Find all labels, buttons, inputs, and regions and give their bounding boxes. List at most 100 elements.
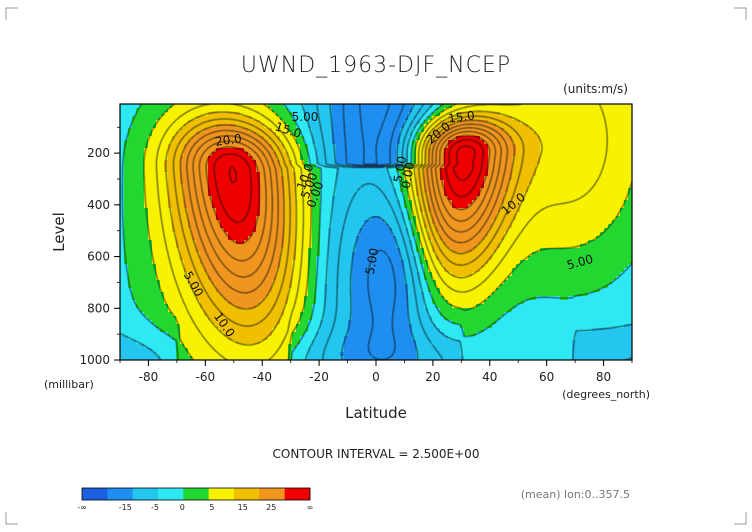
field-cell: [160, 192, 165, 197]
field-cell: [468, 124, 473, 129]
field-cell: [616, 116, 621, 121]
field-cell: [512, 140, 517, 145]
field-cell: [544, 236, 549, 241]
field-cell: [468, 216, 473, 221]
field-cell: [296, 188, 301, 193]
field-cell: [144, 196, 149, 201]
field-cell: [212, 212, 217, 217]
field-cell: [404, 156, 409, 161]
field-cell: [360, 180, 365, 185]
field-cell: [264, 240, 269, 245]
field-cell: [360, 152, 365, 157]
field-cell: [560, 200, 565, 205]
field-cell: [360, 232, 365, 237]
field-cell: [612, 188, 617, 193]
field-cell: [608, 160, 613, 165]
field-cell: [148, 216, 153, 221]
field-cell: [436, 228, 441, 233]
field-cell: [432, 180, 437, 185]
field-cell: [168, 252, 173, 257]
field-cell: [396, 204, 401, 209]
field-cell: [228, 156, 233, 161]
field-cell: [180, 140, 185, 145]
field-cell: [152, 188, 157, 193]
field-cell: [352, 220, 357, 225]
field-cell: [612, 128, 617, 133]
field-cell: [348, 164, 353, 169]
field-cell: [612, 156, 617, 161]
field-cell: [328, 144, 333, 149]
field-cell: [392, 104, 397, 109]
field-cell: [460, 148, 465, 153]
field-cell: [352, 196, 357, 201]
field-cell: [456, 156, 461, 161]
field-cell: [604, 232, 609, 237]
field-cell: [412, 120, 417, 125]
field-cell: [576, 136, 581, 141]
field-cell: [404, 240, 409, 245]
field-cell: [612, 208, 617, 213]
field-cell: [452, 240, 457, 245]
field-cell: [504, 180, 509, 185]
field-cell: [488, 216, 493, 221]
field-cell: [224, 224, 229, 229]
field-cell: [536, 140, 541, 145]
field-cell: [596, 196, 601, 201]
field-cell: [580, 200, 585, 205]
field-cell: [624, 208, 629, 213]
field-cell: [300, 196, 305, 201]
field-cell: [156, 224, 161, 229]
field-cell: [128, 148, 133, 153]
field-cell: [324, 248, 329, 253]
field-cell: [396, 256, 401, 261]
field-cell: [584, 108, 589, 113]
field-cell: [184, 140, 189, 145]
field-cell: [428, 204, 433, 209]
field-cell: [404, 176, 409, 181]
field-cell: [396, 112, 401, 117]
field-cell: [396, 248, 401, 253]
field-cell: [312, 132, 317, 137]
field-cell: [328, 240, 333, 245]
field-cell: [132, 188, 137, 193]
field-cell: [464, 140, 469, 145]
field-cell: [500, 136, 505, 141]
field-cell: [576, 184, 581, 189]
field-cell: [364, 240, 369, 245]
field-cell: [244, 192, 249, 197]
field-cell: [204, 160, 209, 165]
field-cell: [524, 252, 529, 257]
field-cell: [476, 120, 481, 125]
field-cell: [512, 108, 517, 113]
field-cell: [468, 188, 473, 193]
field-cell: [392, 108, 397, 113]
field-cell: [256, 128, 261, 133]
field-cell: [416, 216, 421, 221]
field-cell: [564, 244, 569, 249]
field-cell: [124, 180, 129, 185]
field-cell: [284, 108, 289, 113]
field-cell: [472, 116, 477, 121]
field-cell: [152, 136, 157, 141]
field-cell: [588, 200, 593, 205]
field-cell: [436, 116, 441, 121]
field-cell: [420, 176, 425, 181]
field-cell: [432, 160, 437, 165]
field-cell: [400, 104, 405, 109]
field-cell: [608, 208, 613, 213]
field-cell: [452, 124, 457, 129]
field-cell: [576, 208, 581, 213]
field-cell: [156, 212, 161, 217]
field-cell: [128, 256, 133, 261]
field-cell: [208, 132, 213, 137]
field-cell: [624, 160, 629, 165]
field-cell: [556, 200, 561, 205]
field-cell: [516, 156, 521, 161]
field-cell: [472, 172, 477, 177]
field-cell: [172, 160, 177, 165]
field-cell: [140, 116, 145, 121]
field-cell: [392, 236, 397, 241]
field-cell: [464, 212, 469, 217]
field-cell: [592, 188, 597, 193]
field-cell: [220, 124, 225, 129]
